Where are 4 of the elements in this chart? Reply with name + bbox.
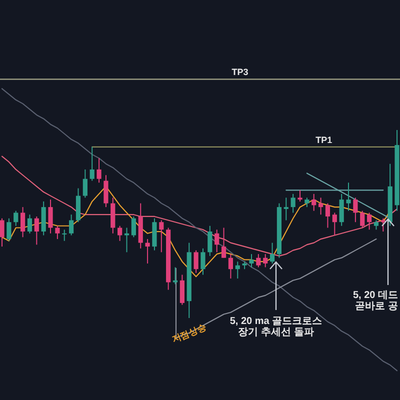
annotation: 5, 20 ma 골드크로스 장기 추세선 돌파 <box>230 316 322 338</box>
ref-line-label: TP3 <box>232 67 248 78</box>
annotation: 5, 20 데드 곧바로 공 <box>352 290 398 312</box>
series-label: TP1 <box>316 134 332 145</box>
